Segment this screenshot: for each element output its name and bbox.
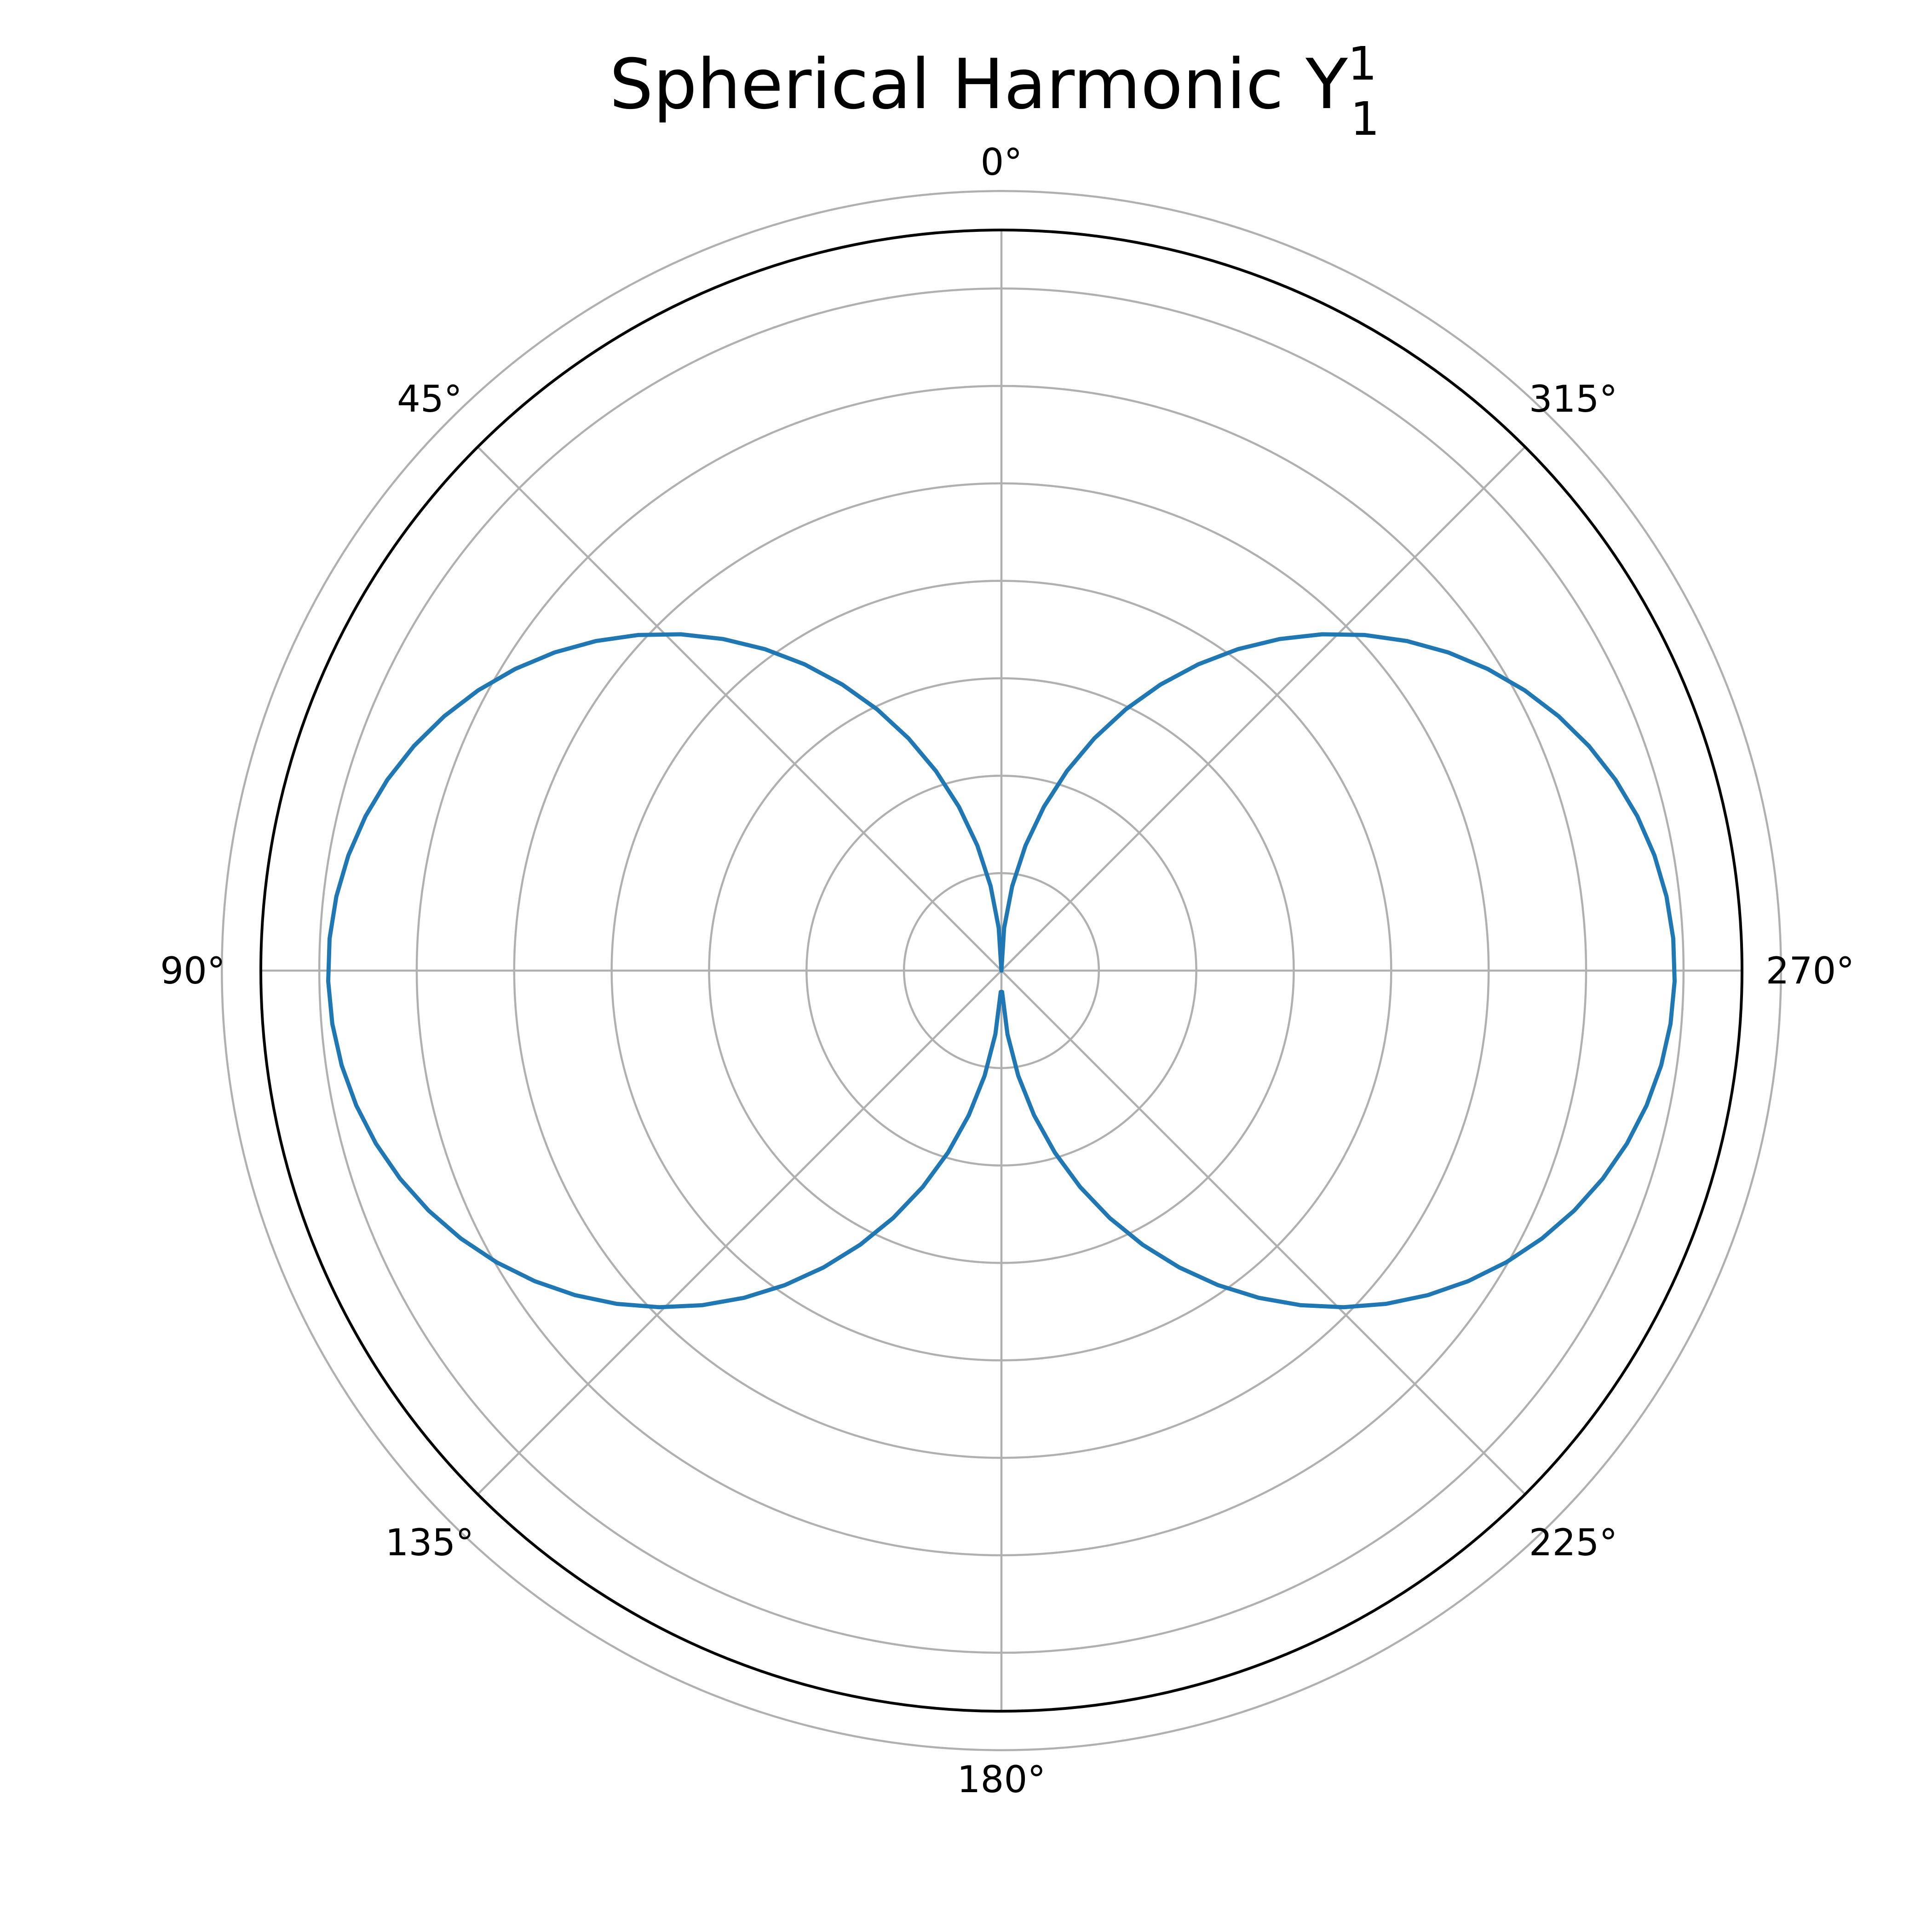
chart-title: Spherical Harmonic Y1 1	[610, 37, 1380, 146]
series-layer	[326, 632, 1677, 1310]
angular-gridline-315	[1000, 446, 1526, 972]
chart-title-main: Spherical Harmonic Y	[610, 45, 1348, 125]
chart-title-superscript: 1	[1348, 37, 1377, 91]
angular-gridline-135	[477, 970, 1002, 1495]
angular-gridline-45	[477, 446, 1002, 972]
grid	[221, 190, 1782, 1751]
theta-tick-label-45: 45°	[397, 378, 462, 420]
polar-frame	[259, 229, 1743, 1713]
angular-gridline-225	[1000, 970, 1526, 1495]
theta-tick-label-90: 90°	[160, 949, 225, 992]
theta-tick-label-135: 135°	[385, 1521, 474, 1564]
chart-title-subscript: 1	[1351, 92, 1380, 146]
theta-tick-label-225: 225°	[1529, 1521, 1618, 1564]
theta-tick-label-0: 0°	[981, 141, 1023, 184]
theta-tick-labels: 0° 45° 90° 135° 180° 225° 270° 315°	[160, 141, 1854, 1801]
theta-tick-label-180: 180°	[957, 1758, 1046, 1801]
radial-gridline-8	[221, 190, 1782, 1751]
series-line-1	[326, 632, 1677, 1310]
theta-tick-label-270: 270°	[1766, 949, 1855, 992]
theta-tick-label-315: 315°	[1529, 378, 1618, 420]
